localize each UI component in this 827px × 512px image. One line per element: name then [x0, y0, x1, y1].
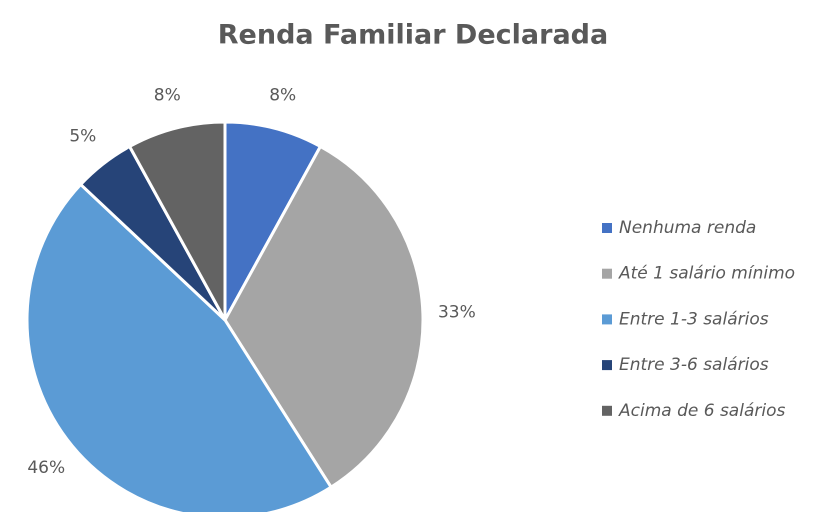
data-label: 5% [69, 127, 96, 147]
pie-slice [223, 144, 425, 490]
legend-swatch [602, 268, 612, 279]
data-label: 8% [154, 85, 181, 105]
data-label: 8% [269, 85, 296, 105]
pie-slice [25, 182, 334, 512]
pie-slice [223, 120, 323, 321]
chart-title: Renda Familiar Declarada [218, 20, 608, 51]
legend-swatch [602, 314, 612, 325]
legend-label: Entre 1-3 salários [619, 309, 769, 329]
data-label: 46% [27, 458, 65, 478]
legend-swatch [602, 360, 612, 371]
legend-label: Até 1 salário mínimo [618, 264, 795, 284]
pie-slice [127, 120, 227, 321]
legend-swatch [602, 405, 612, 416]
legend-label: Entre 3-6 salários [619, 355, 769, 375]
legend-swatch [602, 223, 612, 233]
data-label: 33% [438, 303, 476, 323]
legend-label: Nenhuma renda [619, 218, 756, 238]
legend-label: Acima de 6 salários [618, 401, 785, 421]
